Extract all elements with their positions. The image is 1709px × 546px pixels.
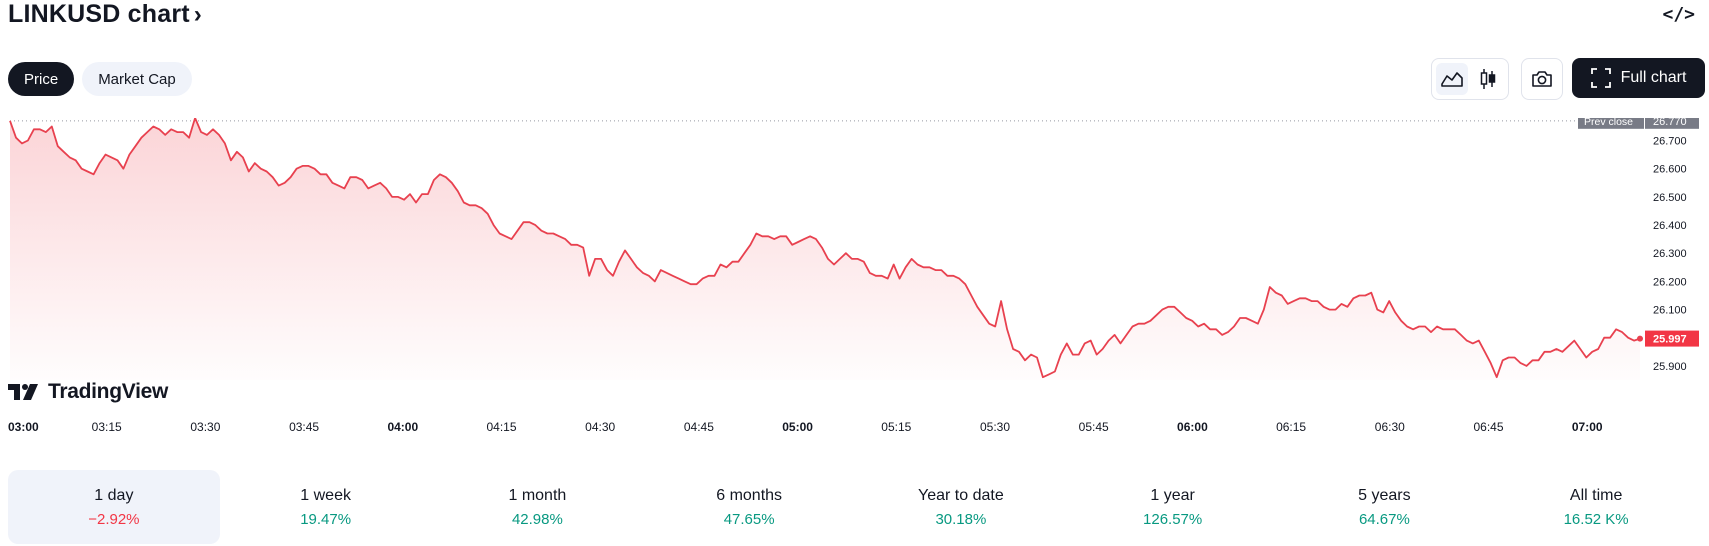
page-title[interactable]: LINKUSD chart › bbox=[8, 0, 202, 29]
y-tick-label: 26.700 bbox=[1653, 136, 1687, 148]
prev-close-label: Prev close bbox=[1584, 118, 1633, 128]
period-change: 64.67% bbox=[1358, 510, 1410, 528]
period-1-week[interactable]: 1 week 19.47% bbox=[220, 470, 432, 544]
period-label: 6 months bbox=[716, 486, 783, 504]
period-1-day[interactable]: 1 day −2.92% bbox=[8, 470, 220, 544]
y-tick-label: 26.200 bbox=[1653, 276, 1687, 288]
period-change: 30.18% bbox=[935, 510, 987, 528]
price-chart[interactable]: 26.700 26.600 26.500 26.400 26.300 26.200 26.1… bbox=[0, 118, 1709, 448]
x-tick-label: 06:00 bbox=[1177, 420, 1208, 434]
x-tick-label: 07:00 bbox=[1572, 420, 1603, 434]
chart-style-toggle bbox=[1431, 58, 1509, 100]
period-5-years[interactable]: 5 years 64.67% bbox=[1279, 470, 1491, 544]
symbol-title: LINKUSD chart bbox=[8, 0, 190, 28]
snapshot-button[interactable] bbox=[1521, 58, 1563, 100]
tab-market-cap[interactable]: Market Cap bbox=[82, 62, 192, 96]
y-tick-label: 26.300 bbox=[1653, 248, 1687, 260]
period-all-time[interactable]: All time 16.52 K% bbox=[1490, 470, 1702, 544]
x-tick-label: 04:45 bbox=[684, 420, 714, 434]
full-chart-button[interactable]: Full chart bbox=[1572, 58, 1705, 98]
prev-close-value: 26.770 bbox=[1653, 118, 1687, 128]
period-1-month[interactable]: 1 month 42.98% bbox=[432, 470, 644, 544]
tradingview-logo-text: TradingView bbox=[48, 380, 169, 403]
x-tick-label: 03:30 bbox=[190, 420, 220, 434]
period-label: 5 years bbox=[1358, 486, 1411, 504]
period-label: Year to date bbox=[918, 486, 1004, 504]
x-tick-label: 06:45 bbox=[1473, 420, 1503, 434]
period-change: 47.65% bbox=[723, 510, 775, 528]
area-chart-icon bbox=[1441, 72, 1463, 87]
area-chart-style-button[interactable] bbox=[1436, 63, 1468, 95]
period-year-to-date[interactable]: Year to date 30.18% bbox=[855, 470, 1067, 544]
x-tick-label: 04:30 bbox=[585, 420, 615, 434]
period-1-year[interactable]: 1 year 126.57% bbox=[1067, 470, 1279, 544]
price-line bbox=[9, 118, 1641, 379]
chevron-right-icon: › bbox=[193, 0, 202, 28]
period-change: −2.92% bbox=[88, 510, 140, 528]
price-area bbox=[10, 118, 1640, 380]
chart-mode-tabs: Price Market Cap bbox=[8, 62, 192, 96]
prev-close-tag: Prev close 26.770 bbox=[1578, 118, 1699, 129]
x-tick-label: 03:00 bbox=[8, 420, 39, 434]
x-tick-label: 03:15 bbox=[92, 420, 122, 434]
period-change: 19.47% bbox=[300, 510, 352, 528]
y-tick-label: 25.900 bbox=[1653, 361, 1687, 373]
x-tick-label: 04:00 bbox=[387, 420, 418, 434]
performance-periods: 1 day −2.92% 1 week 19.47% 1 month 42.98% 6… bbox=[8, 470, 1702, 544]
camera-icon bbox=[1532, 71, 1552, 87]
tradingview-logo: TradingView bbox=[8, 380, 168, 404]
period-label: 1 day bbox=[94, 486, 134, 504]
fullscreen-icon bbox=[1590, 68, 1611, 88]
full-chart-label: Full chart bbox=[1620, 69, 1687, 86]
period-label: 1 year bbox=[1150, 486, 1195, 504]
x-tick-label: 03:45 bbox=[289, 420, 319, 434]
period-label: 1 week bbox=[300, 486, 351, 504]
period-label: 1 month bbox=[508, 486, 567, 504]
x-tick-label: 05:15 bbox=[881, 420, 911, 434]
tradingview-logo-icon bbox=[8, 384, 38, 400]
y-tick-label: 26.500 bbox=[1653, 192, 1687, 204]
last-price-tag: 25.997 bbox=[1645, 330, 1699, 347]
embed-code-icon[interactable]: </> bbox=[1662, 4, 1695, 25]
candle-chart-style-button[interactable] bbox=[1472, 63, 1504, 95]
tab-price[interactable]: Price bbox=[8, 62, 75, 96]
period-6-months[interactable]: 6 months 47.65% bbox=[643, 470, 855, 544]
period-change: 16.52 K% bbox=[1563, 510, 1629, 528]
y-tick-label: 26.100 bbox=[1653, 305, 1687, 317]
x-tick-label: 06:15 bbox=[1276, 420, 1306, 434]
period-change: 126.57% bbox=[1143, 510, 1203, 528]
last-price-dot bbox=[1637, 335, 1643, 342]
period-label: All time bbox=[1569, 486, 1623, 504]
last-price-value: 25.997 bbox=[1653, 334, 1687, 346]
y-tick-label: 26.400 bbox=[1653, 220, 1687, 232]
x-tick-label: 05:30 bbox=[980, 420, 1010, 434]
candlestick-icon bbox=[1480, 69, 1496, 89]
x-tick-label: 04:15 bbox=[486, 420, 516, 434]
x-tick-label: 05:45 bbox=[1079, 420, 1109, 434]
x-tick-label: 05:00 bbox=[782, 420, 813, 434]
y-tick-label: 26.600 bbox=[1653, 164, 1687, 176]
period-change: 42.98% bbox=[511, 510, 563, 528]
x-tick-label: 06:30 bbox=[1375, 420, 1405, 434]
